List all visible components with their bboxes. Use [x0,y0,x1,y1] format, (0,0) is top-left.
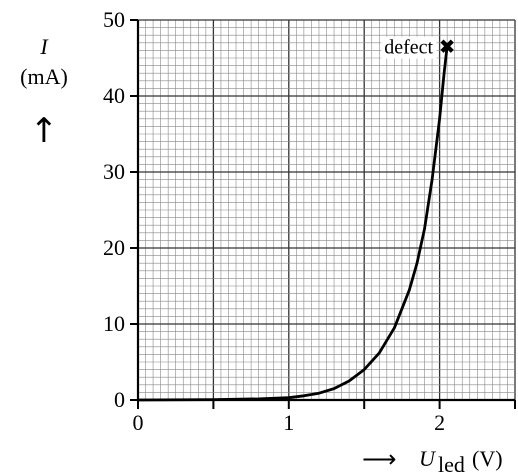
x-axis-subscript: led [438,452,465,473]
defect-marker-icon: ✖ [439,35,456,59]
x-tick-label: 2 [434,410,445,435]
axes [130,19,516,409]
y-tick-label: 10 [103,311,125,336]
y-axis-symbol: I [39,34,49,59]
y-tick-label: 0 [114,387,125,412]
y-tick-label: 20 [103,235,125,260]
grid [137,19,516,401]
x-tick-label: 1 [283,410,294,435]
defect-label-background [381,36,437,59]
y-tick-label: 40 [103,83,125,108]
x-axis-symbol: U [419,446,437,471]
y-tick-label: 30 [103,159,125,184]
y-axis-arrow-icon: ↑ [30,111,59,151]
curve-layer [136,45,449,402]
y-tick-label: 50 [103,7,125,32]
defect-label: defect [384,37,433,59]
y-axis-unit: (mA) [20,64,68,89]
iv-curve [136,45,449,402]
x-axis-arrow-icon: ⟶ [362,445,396,473]
x-axis-unit: (V) [472,446,503,471]
x-tick-label: 0 [133,410,144,435]
